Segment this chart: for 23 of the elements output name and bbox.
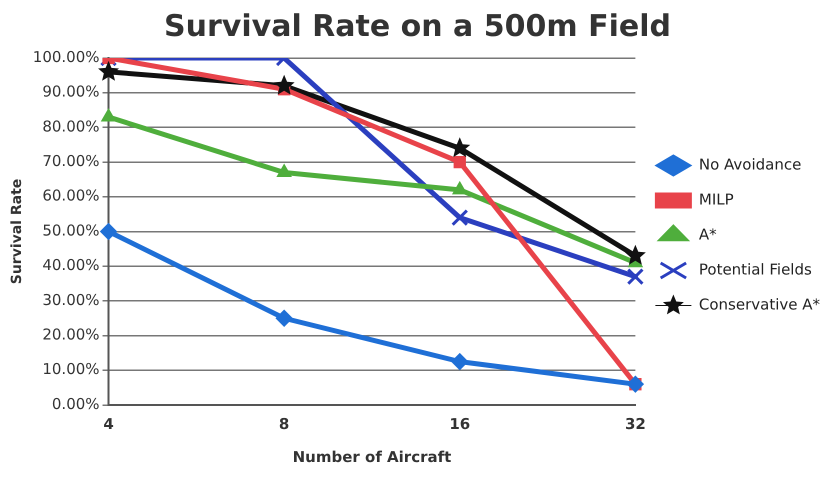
legend-label: MILP — [698, 190, 734, 208]
legend-label: Potential Fields — [698, 260, 812, 278]
legend-label: Conservative A* — [698, 295, 820, 314]
y-tick-label: 20.00% — [42, 325, 100, 344]
x-axis-title: Number of Aircraft — [292, 448, 452, 466]
y-tick-label: 70.00% — [42, 152, 100, 170]
y-axis-title: Survival Rate — [9, 178, 26, 284]
y-tick-label: 10.00% — [42, 360, 100, 378]
y-tick-label: 30.00% — [42, 290, 100, 309]
x-tick-label: 8 — [278, 414, 290, 433]
y-tick-label: 40.00% — [42, 256, 100, 274]
x-tick-label: 4 — [103, 414, 114, 433]
y-tick-label: 100.00% — [32, 48, 100, 66]
chart-title: Survival Rate on a 500m Field — [164, 8, 671, 44]
y-tick-label: 90.00% — [42, 82, 100, 101]
y-tick-label: 50.00% — [42, 221, 100, 240]
legend-label: A* — [698, 225, 718, 244]
y-tick-label: 60.00% — [42, 186, 100, 205]
y-tick-label: 0.00% — [52, 394, 100, 413]
legend-label: No Avoidance — [698, 155, 802, 174]
x-tick-label: 32 — [624, 414, 646, 433]
y-tick-label: 80.00% — [42, 117, 100, 136]
x-tick-label: 16 — [449, 414, 470, 433]
